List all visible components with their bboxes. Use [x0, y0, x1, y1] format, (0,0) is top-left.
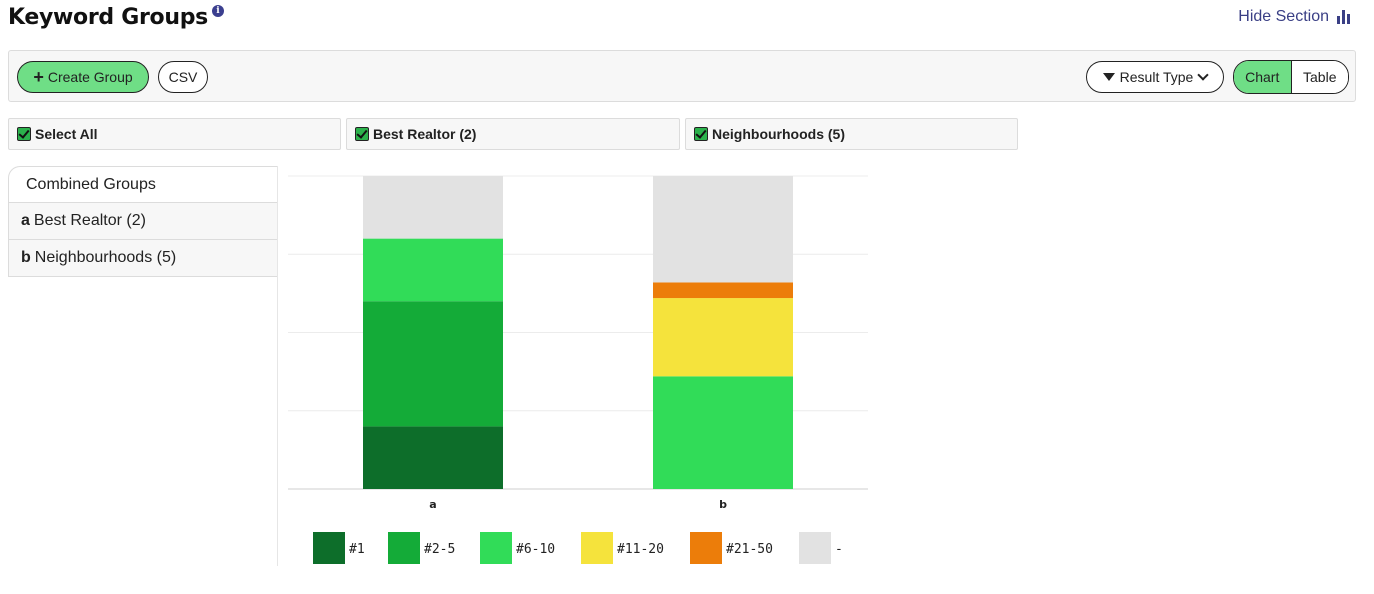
- stacked-bar-chart: a b #1 #2-5 #6-10 #11-20 #21-50 -: [288, 170, 868, 570]
- bar-segment[interactable]: [653, 176, 793, 283]
- group-label: Best Realtor (2): [33, 212, 146, 229]
- x-tick-label: a: [429, 498, 436, 511]
- info-icon[interactable]: i: [212, 5, 224, 17]
- group-item-neighbourhoods[interactable]: b Neighbourhoods (5): [8, 240, 278, 277]
- legend-swatch[interactable]: [388, 532, 420, 564]
- plus-icon: +: [33, 67, 44, 87]
- chart-canvas: a b #1 #2-5 #6-10 #11-20 #21-50 -: [288, 175, 868, 564]
- result-type-label: Result Type: [1119, 69, 1194, 85]
- view-toggle: Chart Table: [1233, 60, 1349, 94]
- group-list: Combined Groups a Best Realtor (2) b Neigh…: [8, 166, 278, 277]
- legend-swatch[interactable]: [581, 532, 613, 564]
- divider: [277, 166, 278, 566]
- filter-label: Best Realtor (2): [373, 126, 477, 142]
- filter-label: Neighbourhoods (5): [712, 126, 845, 142]
- table-view-button[interactable]: Table: [1291, 61, 1348, 93]
- create-group-label: Create Group: [47, 69, 133, 85]
- legend-swatch[interactable]: [480, 532, 512, 564]
- legend-label: #11-20: [617, 542, 664, 557]
- section-header: Keyword Groups i Hide Section: [8, 2, 1358, 36]
- bar-segment[interactable]: [653, 298, 793, 377]
- bar-segment[interactable]: [363, 301, 503, 427]
- group-label: Neighbourhoods (5): [34, 249, 177, 266]
- hide-section-label: Hide Section: [1238, 8, 1329, 25]
- x-tick-label: b: [719, 498, 727, 511]
- legend-swatch[interactable]: [690, 532, 722, 564]
- best-realtor-filter[interactable]: Best Realtor (2): [346, 118, 680, 150]
- group-item-best-realtor[interactable]: a Best Realtor (2): [8, 203, 278, 240]
- bar-segment[interactable]: [653, 282, 793, 299]
- legend-label: #1: [349, 542, 365, 557]
- csv-button[interactable]: CSV: [158, 61, 208, 93]
- neighbourhoods-filter[interactable]: Neighbourhoods (5): [685, 118, 1018, 150]
- bar-chart-icon: [1337, 10, 1350, 24]
- create-group-button[interactable]: + Create Group: [17, 61, 149, 93]
- legend-label: #2-5: [424, 542, 455, 557]
- bar-segment[interactable]: [653, 376, 793, 489]
- group-key: b: [21, 249, 31, 266]
- toolbar: + Create Group CSV Result Type Chart Tabl…: [8, 50, 1356, 102]
- group-key: a: [21, 212, 30, 229]
- filter-label: Select All: [35, 126, 98, 142]
- filter-icon: [1102, 73, 1115, 81]
- select-all-filter[interactable]: Select All: [8, 118, 341, 150]
- checkbox-checked-icon[interactable]: [17, 127, 31, 141]
- legend-label: #21-50: [726, 542, 773, 557]
- legend-label: #6-10: [516, 542, 555, 557]
- group-item-combined[interactable]: Combined Groups: [8, 166, 278, 203]
- result-type-dropdown[interactable]: Result Type: [1086, 61, 1224, 93]
- legend-swatch[interactable]: [313, 532, 345, 564]
- bar-segment[interactable]: [363, 176, 503, 239]
- bar-segment[interactable]: [363, 426, 503, 489]
- checkbox-checked-icon[interactable]: [694, 127, 708, 141]
- legend-label: -: [835, 542, 843, 557]
- checkbox-checked-icon[interactable]: [355, 127, 369, 141]
- bar-segment[interactable]: [363, 238, 503, 302]
- hide-section-link[interactable]: Hide Section: [1238, 8, 1350, 26]
- legend-swatch[interactable]: [799, 532, 831, 564]
- page-title: Keyword Groups: [8, 5, 208, 30]
- chevron-down-icon: [1197, 69, 1209, 81]
- chart-view-button[interactable]: Chart: [1234, 61, 1292, 93]
